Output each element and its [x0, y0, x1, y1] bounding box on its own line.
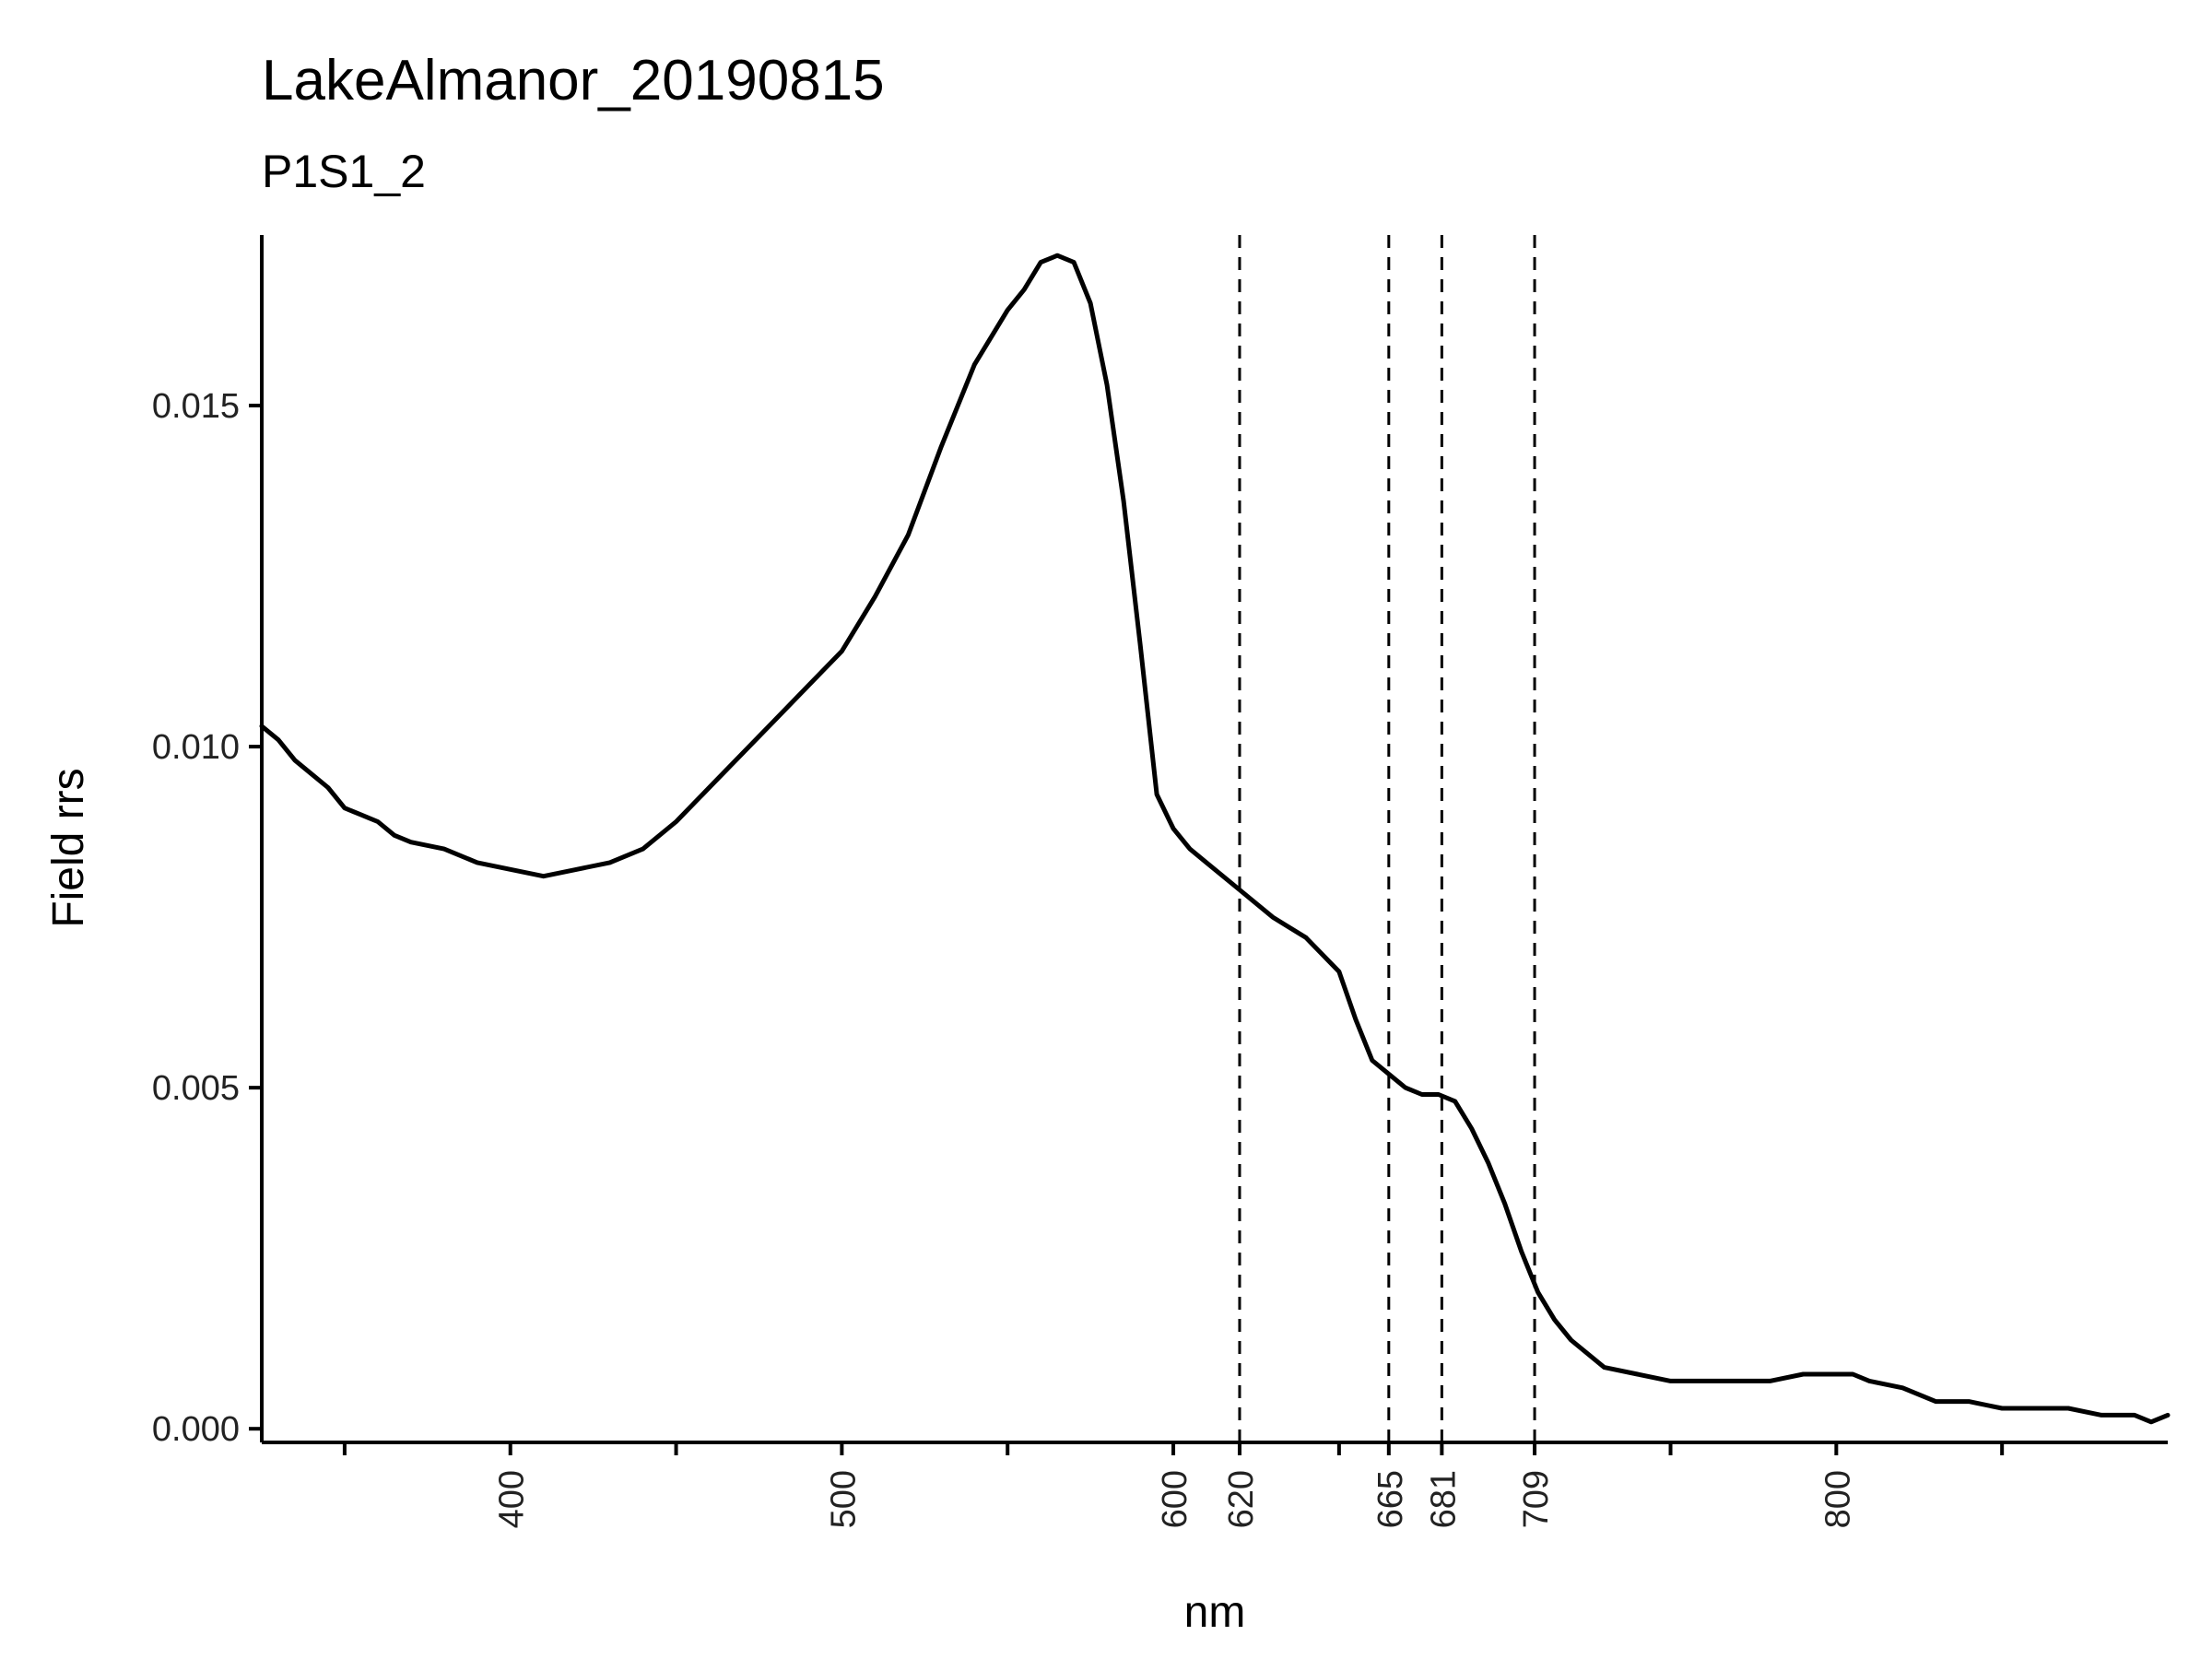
y-tick-label-0.010: 0.010	[152, 728, 240, 767]
x-axis-title: nm	[1184, 1588, 1246, 1637]
x-tick-label-709: 709	[1517, 1470, 1556, 1528]
x-tick-label-400: 400	[493, 1470, 532, 1528]
reference-lines	[1238, 235, 1536, 1442]
x-tick-label-665: 665	[1371, 1470, 1410, 1528]
x-tick-label-500: 500	[824, 1470, 863, 1528]
series-line-0	[259, 253, 2171, 1425]
x-tick-label-620: 620	[1222, 1470, 1261, 1528]
axes: 400 500 600 620 665 681 709 800 0.000 0.005 0.010 0…	[152, 235, 2168, 1528]
y-axis-title: Field rrs	[44, 768, 93, 927]
y-tick-label-0.000: 0.000	[152, 1410, 240, 1449]
y-tick-label-0.015: 0.015	[152, 387, 240, 426]
chart-subtitle: P1S1_2	[262, 146, 426, 197]
y-tick-label-0.005: 0.005	[152, 1069, 240, 1108]
series-layer	[259, 253, 2171, 1425]
x-tick-label-681: 681	[1424, 1470, 1463, 1528]
x-tick-label-800: 800	[1818, 1470, 1857, 1528]
x-tick-label-600: 600	[1156, 1470, 1194, 1528]
chart-title: LakeAlmanor_20190815	[262, 49, 885, 112]
